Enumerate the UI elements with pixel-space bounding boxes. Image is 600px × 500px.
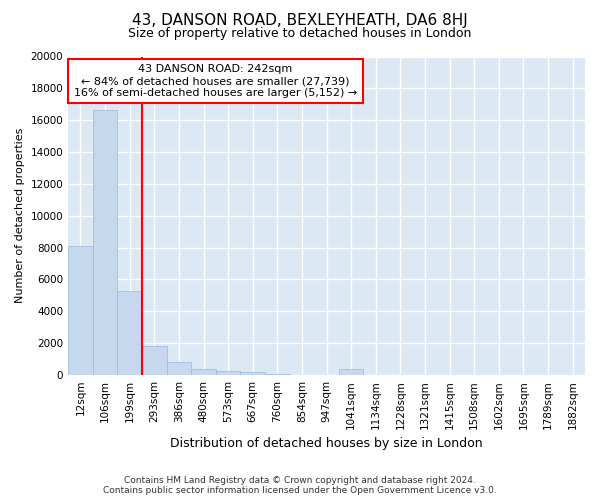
Bar bbox=[265, 374, 290, 375]
Bar bbox=[339, 369, 364, 375]
Text: 43, DANSON ROAD, BEXLEYHEATH, DA6 8HJ: 43, DANSON ROAD, BEXLEYHEATH, DA6 8HJ bbox=[132, 12, 468, 28]
Bar bbox=[68, 246, 93, 375]
Text: Contains HM Land Registry data © Crown copyright and database right 2024.
Contai: Contains HM Land Registry data © Crown c… bbox=[103, 476, 497, 495]
Y-axis label: Number of detached properties: Number of detached properties bbox=[15, 128, 25, 304]
Bar bbox=[191, 369, 216, 375]
Bar bbox=[167, 362, 191, 375]
Text: Size of property relative to detached houses in London: Size of property relative to detached ho… bbox=[128, 28, 472, 40]
Bar bbox=[216, 371, 241, 375]
X-axis label: Distribution of detached houses by size in London: Distribution of detached houses by size … bbox=[170, 437, 483, 450]
Text: 43 DANSON ROAD: 242sqm
← 84% of detached houses are smaller (27,739)
16% of semi: 43 DANSON ROAD: 242sqm ← 84% of detached… bbox=[74, 64, 357, 98]
Bar bbox=[142, 346, 167, 375]
Bar bbox=[93, 110, 118, 375]
Bar bbox=[241, 372, 265, 375]
Bar bbox=[118, 290, 142, 375]
